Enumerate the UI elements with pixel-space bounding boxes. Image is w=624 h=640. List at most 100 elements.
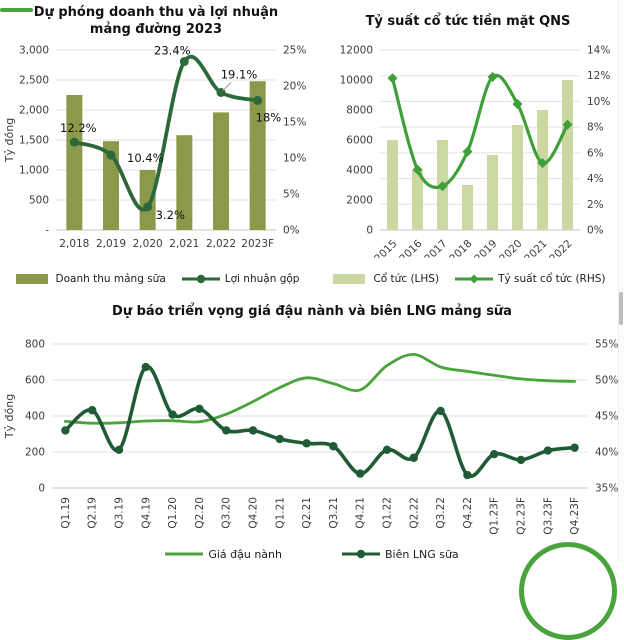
sugar-forecast-chart-canvas: 3,000 2,500 2,000 1,500 1,000 500 - 25% 20% 15% 10… bbox=[3, 44, 306, 250]
marker bbox=[248, 426, 258, 435]
svg-text:2019: 2019 bbox=[472, 238, 499, 258]
svg-text:Q4.19: Q4.19 bbox=[140, 497, 152, 529]
svg-text:2023F: 2023F bbox=[241, 238, 274, 250]
legend-label: Giá đậu nành bbox=[208, 547, 282, 561]
gridlines bbox=[52, 343, 588, 489]
marker bbox=[253, 95, 263, 105]
svg-text:Q2.21: Q2.21 bbox=[301, 497, 313, 529]
svg-text:25%: 25% bbox=[283, 45, 306, 57]
line-markers bbox=[69, 57, 263, 212]
chart-title-box: Tỷ suất cổ tức tiền mặt QNS bbox=[312, 0, 624, 42]
bar bbox=[213, 112, 229, 230]
bar bbox=[387, 140, 398, 230]
bar bbox=[412, 170, 423, 230]
chart-legend: Giá đậu nành Biên LNG sữa bbox=[0, 544, 624, 564]
chart-legend: Cổ tức (LHS) Tỷ suất cổ tức (RHS) bbox=[312, 266, 624, 292]
svg-text:2,500: 2,500 bbox=[19, 75, 49, 87]
gridlines bbox=[380, 49, 580, 231]
svg-text:2016: 2016 bbox=[397, 237, 425, 258]
left-axis-labels: 800 600 400 200 0 bbox=[25, 339, 45, 495]
y-axis-title: Tỷ đồng bbox=[3, 394, 16, 439]
bar bbox=[139, 170, 156, 230]
svg-text:2022: 2022 bbox=[547, 238, 574, 258]
marker bbox=[537, 158, 548, 169]
marker bbox=[141, 362, 150, 372]
svg-text:10000: 10000 bbox=[340, 75, 373, 87]
svg-text:Q4.20: Q4.20 bbox=[248, 497, 260, 529]
corner-ring-decoration bbox=[519, 542, 617, 640]
line-swatch bbox=[181, 274, 220, 284]
marker bbox=[329, 442, 338, 451]
legend-item: Doanh thu mảng sữa bbox=[13, 273, 166, 285]
svg-text:Q1.21: Q1.21 bbox=[274, 497, 286, 529]
svg-text:Q1.22: Q1.22 bbox=[382, 497, 394, 529]
svg-text:10%: 10% bbox=[283, 153, 306, 165]
svg-text:3,000: 3,000 bbox=[19, 45, 49, 57]
x-axis-labels: Q1.19 Q2.19 Q3.19 Q4.19 Q1.20 Q2.20 Q3.20 Q4.20… bbox=[60, 497, 581, 535]
svg-text:1,000: 1,000 bbox=[19, 165, 49, 177]
marker bbox=[69, 137, 79, 147]
svg-text:400: 400 bbox=[25, 411, 45, 423]
legend-item: Biên LNG sữa bbox=[342, 548, 459, 561]
svg-text:23.4%: 23.4% bbox=[154, 44, 191, 58]
svg-text:40%: 40% bbox=[595, 447, 618, 459]
svg-text:12.2%: 12.2% bbox=[60, 121, 97, 135]
svg-text:500: 500 bbox=[29, 195, 49, 207]
marker bbox=[222, 426, 231, 435]
legend-item: Cổ tức (LHS) bbox=[330, 273, 439, 285]
svg-text:4%: 4% bbox=[587, 173, 604, 185]
right-axis-labels: 25% 20% 15% 10% 5% 0% bbox=[283, 45, 306, 237]
svg-text:2018: 2018 bbox=[447, 238, 474, 258]
marker bbox=[512, 99, 523, 109]
svg-text:Q3.19: Q3.19 bbox=[114, 497, 126, 529]
scrollbar-thumb[interactable] bbox=[619, 292, 623, 325]
svg-text:12%: 12% bbox=[587, 70, 610, 82]
svg-text:200: 200 bbox=[25, 447, 45, 459]
bar bbox=[176, 135, 193, 230]
chart-card-dividend-yield: Tỷ suất cổ tức tiền mặt QNS 12000 10000 80… bbox=[312, 0, 624, 292]
bar-swatch bbox=[15, 274, 48, 284]
marker bbox=[143, 202, 153, 212]
bar bbox=[537, 110, 548, 230]
svg-text:5%: 5% bbox=[283, 189, 300, 201]
x-axis-labels: 2,018 2,019 2,020 2,021 2,022 2023F bbox=[59, 238, 274, 250]
svg-text:Q3.21: Q3.21 bbox=[328, 497, 340, 529]
marker bbox=[463, 470, 472, 480]
svg-text:Q3.20: Q3.20 bbox=[221, 497, 233, 529]
svg-text:35%: 35% bbox=[595, 483, 618, 495]
svg-text:Q1.19: Q1.19 bbox=[60, 497, 72, 529]
svg-text:55%: 55% bbox=[595, 339, 618, 351]
svg-text:Q2.20: Q2.20 bbox=[194, 497, 206, 529]
bar-series bbox=[66, 81, 266, 230]
svg-text:0%: 0% bbox=[283, 225, 300, 237]
chart-title: Dự phóng doanh thu và lợi nhuận mảng đườ… bbox=[33, 5, 279, 37]
svg-text:6000: 6000 bbox=[346, 135, 373, 147]
line-swatch bbox=[342, 549, 380, 559]
chart-legend: Doanh thu mảng sữa Lợi nhuận gộp bbox=[0, 266, 312, 292]
svg-text:50%: 50% bbox=[595, 375, 618, 387]
marker bbox=[114, 445, 124, 455]
svg-text:3.2%: 3.2% bbox=[156, 208, 185, 222]
line-markers bbox=[61, 362, 579, 480]
svg-text:Q1.23F: Q1.23F bbox=[489, 497, 501, 535]
left-axis-labels: 12000 10000 8000 6000 4000 2000 0 bbox=[340, 45, 373, 237]
marker bbox=[437, 181, 448, 192]
bar bbox=[512, 125, 523, 230]
marker bbox=[412, 164, 423, 175]
svg-text:Q3.23F: Q3.23F bbox=[542, 497, 554, 535]
marker bbox=[382, 445, 392, 455]
marker bbox=[436, 406, 445, 416]
top-left-line-decoration bbox=[0, 8, 33, 12]
svg-text:Q2.19: Q2.19 bbox=[87, 497, 99, 529]
svg-text:2020: 2020 bbox=[497, 238, 524, 258]
marker bbox=[88, 406, 97, 415]
marker bbox=[356, 469, 365, 478]
scrollbar-track[interactable] bbox=[618, 0, 624, 562]
svg-text:12000: 12000 bbox=[340, 45, 373, 57]
svg-text:10%: 10% bbox=[587, 96, 610, 108]
gridlines bbox=[56, 49, 276, 231]
chart-title: Dự báo triển vọng giá đậu nành và biên L… bbox=[112, 303, 512, 319]
line-swatch bbox=[165, 552, 204, 556]
svg-text:Q2.23F: Q2.23F bbox=[516, 497, 528, 535]
